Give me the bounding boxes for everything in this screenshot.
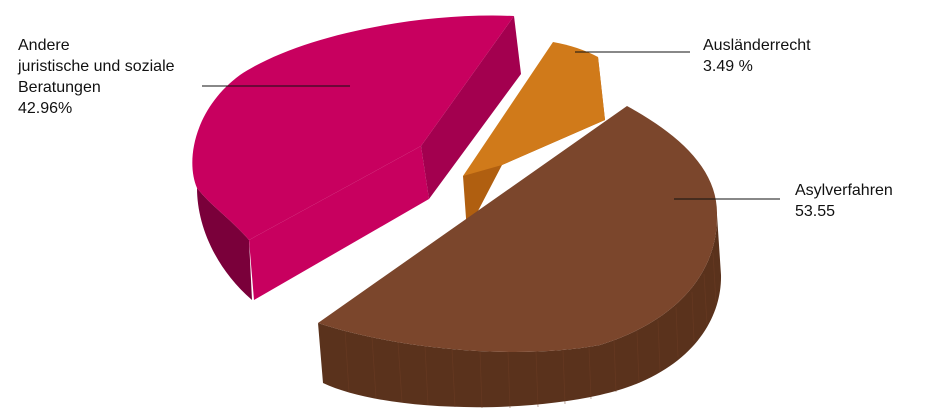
slice-asylverfahren-side xyxy=(318,215,722,408)
slice-andere-top xyxy=(192,15,514,240)
slice-auslaenderrecht-top xyxy=(463,42,605,176)
slice-auslaenderrecht xyxy=(463,42,605,232)
slice-asylverfahren xyxy=(318,106,722,409)
label-auslaenderrecht: Ausländerrecht 3.49 % xyxy=(703,35,811,77)
slice-andere-inner-face xyxy=(421,16,521,199)
label-andere-line-3: Beratungen xyxy=(18,79,101,96)
label-asylverfahren-value: 53.55 xyxy=(795,203,836,220)
slice-andere-front-face xyxy=(249,146,429,300)
slice-andere-outer-side xyxy=(197,188,252,300)
label-auslaenderrecht-value: 3.49 % xyxy=(703,58,753,75)
label-auslaenderrecht-name: Ausländerrecht xyxy=(703,37,811,54)
label-andere-line-1: Andere xyxy=(18,37,70,54)
label-asylverfahren-name: Asylverfahren xyxy=(795,182,893,199)
label-andere-line-2: juristische und soziale xyxy=(18,58,175,75)
label-asylverfahren: Asylverfahren 53.55 xyxy=(795,180,893,222)
label-andere: Andere juristische und soziale Beratunge… xyxy=(18,35,175,119)
slice-asylverfahren-top xyxy=(318,106,718,352)
slice-andere xyxy=(192,15,521,300)
label-andere-value: 42.96% xyxy=(18,100,73,117)
slice-asylverfahren-facets xyxy=(344,252,717,409)
